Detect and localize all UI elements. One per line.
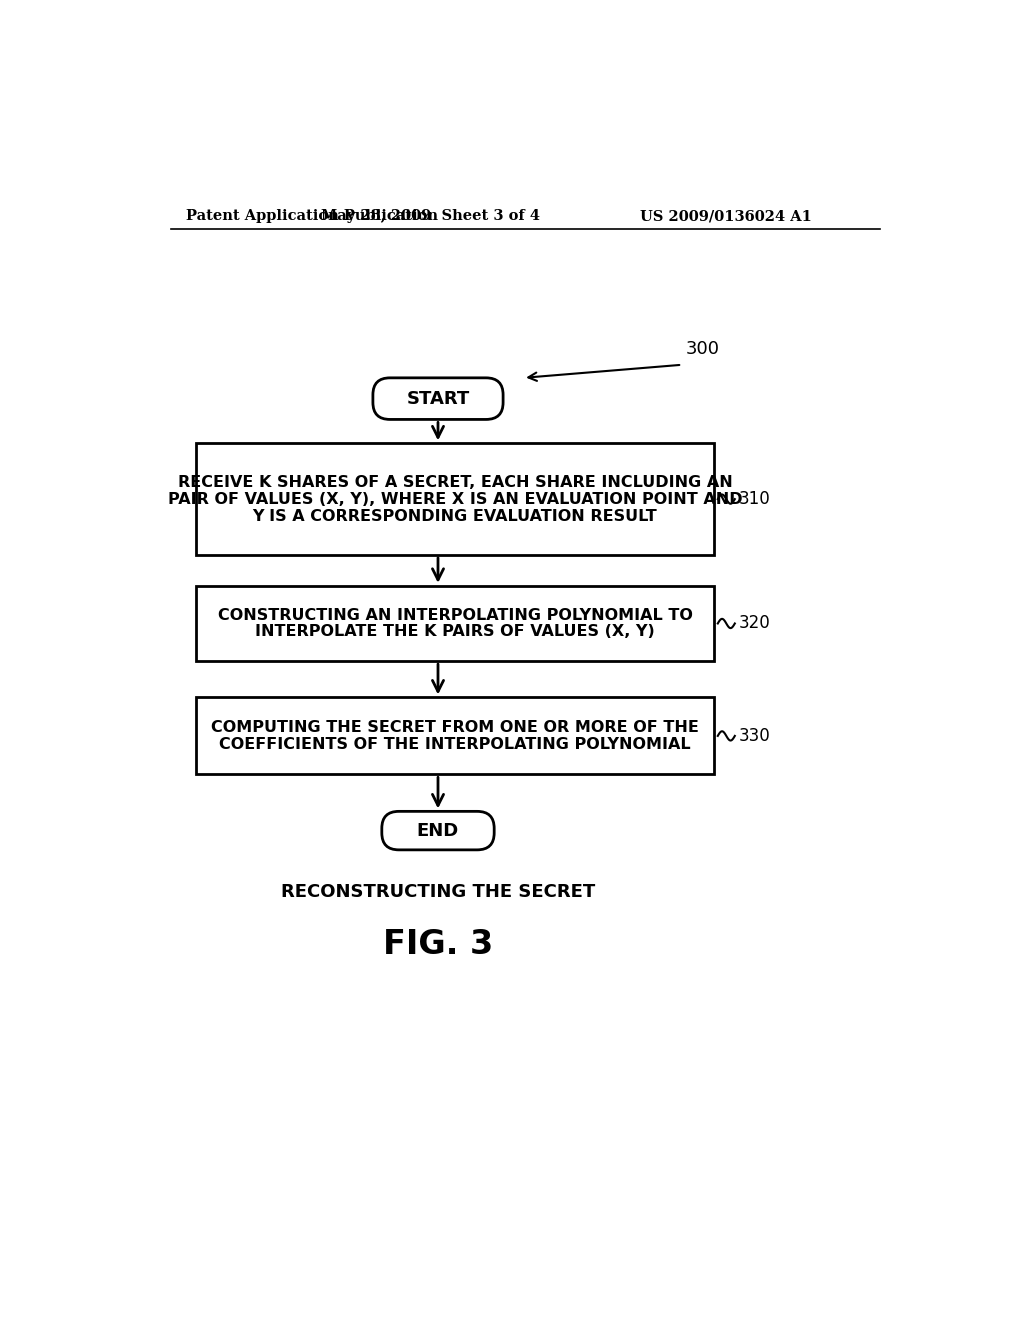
FancyBboxPatch shape — [373, 378, 503, 420]
Text: RECONSTRUCTING THE SECRET: RECONSTRUCTING THE SECRET — [281, 883, 595, 902]
Text: COEFFICIENTS OF THE INTERPOLATING POLYNOMIAL: COEFFICIENTS OF THE INTERPOLATING POLYNO… — [219, 737, 691, 752]
Text: RECEIVE K SHARES OF A SECRET, EACH SHARE INCLUDING AN: RECEIVE K SHARES OF A SECRET, EACH SHARE… — [178, 475, 732, 490]
Text: 330: 330 — [738, 727, 770, 744]
Text: END: END — [417, 821, 459, 840]
Text: COMPUTING THE SECRET FROM ONE OR MORE OF THE: COMPUTING THE SECRET FROM ONE OR MORE OF… — [211, 719, 699, 735]
Text: US 2009/0136024 A1: US 2009/0136024 A1 — [640, 209, 811, 223]
Text: PAIR OF VALUES (X, Y), WHERE X IS AN EVALUATION POINT AND: PAIR OF VALUES (X, Y), WHERE X IS AN EVA… — [168, 491, 742, 507]
Text: Patent Application Publication: Patent Application Publication — [186, 209, 438, 223]
Text: FIG. 3: FIG. 3 — [383, 928, 494, 961]
Text: Y IS A CORRESPONDING EVALUATION RESULT: Y IS A CORRESPONDING EVALUATION RESULT — [253, 508, 657, 524]
Text: START: START — [407, 389, 470, 408]
Text: 320: 320 — [738, 615, 770, 632]
FancyBboxPatch shape — [197, 444, 714, 554]
Text: 310: 310 — [738, 490, 770, 508]
Text: May 28, 2009  Sheet 3 of 4: May 28, 2009 Sheet 3 of 4 — [321, 209, 540, 223]
Text: 300: 300 — [686, 341, 720, 358]
FancyBboxPatch shape — [197, 697, 714, 775]
FancyBboxPatch shape — [382, 812, 495, 850]
FancyBboxPatch shape — [197, 586, 714, 661]
Text: CONSTRUCTING AN INTERPOLATING POLYNOMIAL TO: CONSTRUCTING AN INTERPOLATING POLYNOMIAL… — [218, 607, 692, 623]
Text: INTERPOLATE THE K PAIRS OF VALUES (X, Y): INTERPOLATE THE K PAIRS OF VALUES (X, Y) — [255, 624, 655, 639]
